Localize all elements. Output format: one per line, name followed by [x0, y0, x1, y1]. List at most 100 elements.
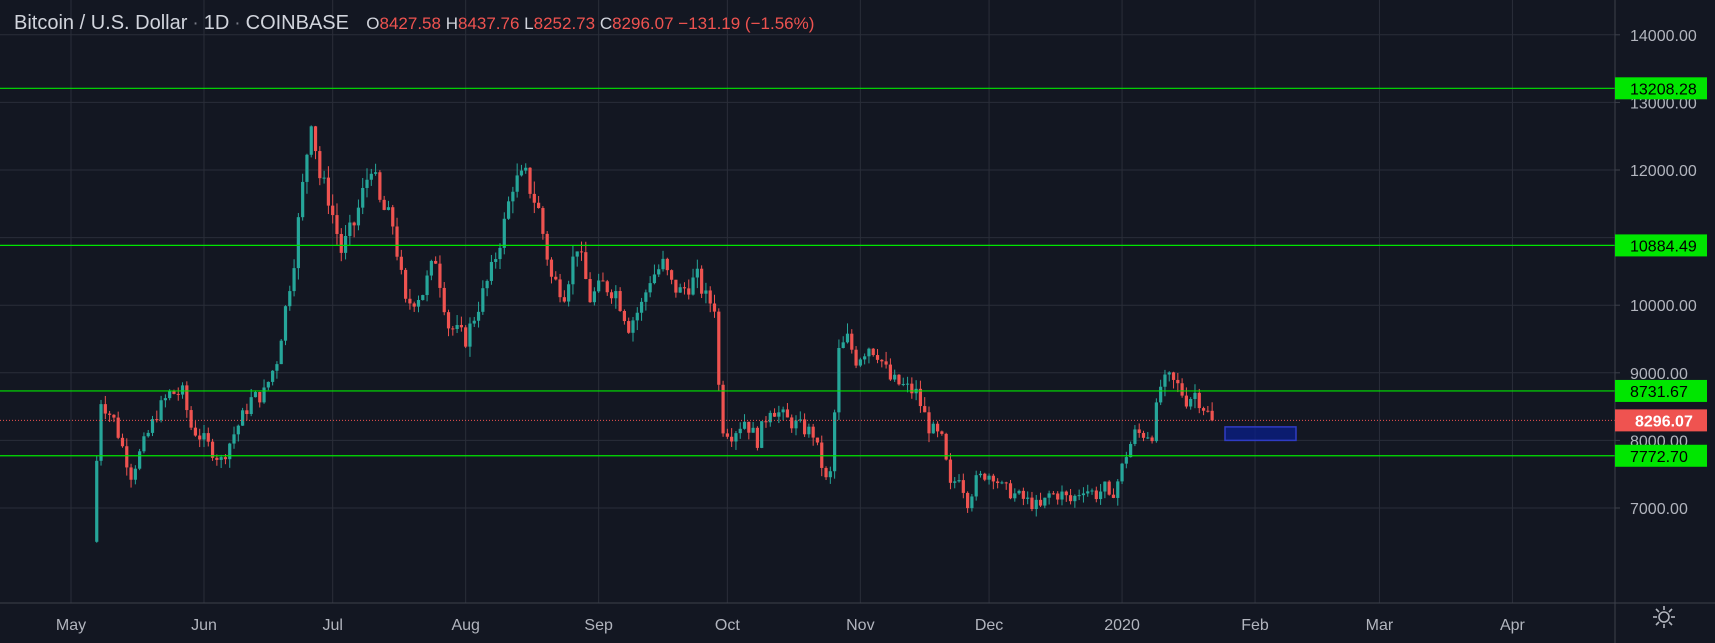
- candle-body: [442, 287, 446, 313]
- candle-body: [313, 126, 318, 152]
- candle-body: [416, 299, 421, 307]
- candle-body: [665, 258, 669, 271]
- candle-body: [1013, 493, 1017, 499]
- candle-body: [622, 310, 627, 322]
- candle-body: [262, 387, 266, 403]
- symbol-name[interactable]: Bitcoin / U.S. Dollar: [14, 12, 188, 34]
- interval[interactable]: 1D: [203, 12, 230, 34]
- price-tick-label: 9000.00: [1630, 366, 1688, 383]
- candle-body: [554, 276, 558, 280]
- candle-body: [434, 260, 438, 264]
- candle-body: [159, 400, 163, 421]
- candle-body: [378, 172, 382, 200]
- candle-body: [1060, 491, 1064, 500]
- candle-body: [700, 268, 704, 294]
- candle-body: [772, 412, 777, 417]
- candle-body: [648, 283, 652, 293]
- candle-body: [95, 460, 99, 542]
- candle-body: [408, 298, 412, 304]
- candle-body: [519, 170, 524, 176]
- candle-body: [815, 437, 820, 443]
- candle-body: [1103, 481, 1107, 492]
- candle-body: [464, 327, 468, 347]
- candle-body: [974, 475, 978, 497]
- candle-body: [245, 410, 249, 414]
- candle-body: [150, 419, 155, 433]
- candle-body: [884, 361, 888, 365]
- candle-body: [777, 412, 781, 417]
- candle-body: [1120, 463, 1124, 482]
- candle-body: [318, 151, 322, 179]
- candle-body: [1107, 481, 1111, 495]
- candle-body: [1171, 372, 1176, 380]
- open-label: O: [366, 14, 380, 33]
- candle-body: [828, 471, 832, 478]
- candle-body: [412, 303, 416, 307]
- candle-body: [1099, 491, 1103, 500]
- candle-body: [146, 432, 150, 437]
- candle-body: [738, 428, 742, 434]
- candle-body: [635, 312, 639, 321]
- candle-body: [948, 459, 953, 483]
- candle-body: [1021, 490, 1025, 499]
- candle-body: [322, 177, 326, 179]
- candle-body: [661, 258, 665, 270]
- gear-icon[interactable]: [1651, 604, 1677, 630]
- candle-body: [438, 263, 442, 288]
- candle-body: [1068, 495, 1073, 502]
- candle-body: [1159, 386, 1163, 403]
- candle-body: [528, 167, 532, 194]
- candle-body: [695, 268, 699, 278]
- candle-body: [1064, 491, 1068, 496]
- candle-body: [1077, 495, 1081, 497]
- candle-body: [279, 340, 283, 365]
- low-value: 8252.73: [533, 14, 596, 33]
- ohlc-values: O8427.58 H8437.76 L8252.73 C8296.07 −131…: [366, 14, 814, 33]
- time-tick-label: Apr: [1500, 617, 1526, 634]
- candle-body: [687, 288, 691, 295]
- candle-body: [180, 385, 185, 395]
- range-box[interactable]: [1224, 426, 1297, 442]
- candle-body: [935, 423, 940, 432]
- candle-body: [1201, 408, 1206, 411]
- candle-body: [459, 325, 463, 328]
- range-box-rect[interactable]: [1224, 426, 1297, 442]
- candle-body: [760, 421, 764, 448]
- candlestick-series: [95, 125, 1214, 543]
- candle-body: [206, 433, 210, 442]
- candle-body: [807, 426, 811, 435]
- candle-body: [858, 359, 862, 366]
- candle-body: [1167, 372, 1171, 375]
- candle-body: [391, 207, 395, 227]
- time-axis[interactable]: May Jun Jul Aug Sep Oct Nov Dec 2020 Feb Mar Apr: [56, 617, 1526, 634]
- candle-body: [811, 426, 815, 438]
- candle-body: [725, 433, 729, 437]
- high-value: 8437.76: [457, 14, 520, 33]
- candle-body: [987, 475, 991, 480]
- price-tick-label: 14000.00: [1630, 28, 1697, 45]
- candle-body: [764, 421, 768, 423]
- candle-body: [871, 348, 875, 356]
- candle-body: [202, 433, 206, 440]
- chart-legend: Bitcoin / U.S. Dollar · 1D · COINBASE O8427.…: [14, 12, 815, 34]
- candle-body: [133, 468, 137, 480]
- candle-body: [335, 215, 339, 234]
- candle-body: [258, 392, 262, 403]
- candle-body: [721, 384, 725, 434]
- horizontal-levels[interactable]: [0, 87, 1615, 457]
- candle-body: [875, 355, 880, 360]
- candle-body: [893, 374, 897, 380]
- candle-body: [1056, 493, 1060, 500]
- candle-body: [627, 321, 631, 333]
- candle-body: [249, 397, 253, 414]
- candle-body: [193, 427, 198, 436]
- candle-body: [730, 436, 734, 442]
- price-axis-labels: 13208.28 10884.49 8731.67 7772.70 8296.07: [1615, 77, 1707, 467]
- candle-body: [296, 217, 300, 269]
- time-tick-label: Oct: [715, 617, 740, 634]
- candle-body: [670, 270, 674, 280]
- change-value: −131.19 (−1.56%): [678, 14, 815, 33]
- candle-body: [365, 179, 369, 188]
